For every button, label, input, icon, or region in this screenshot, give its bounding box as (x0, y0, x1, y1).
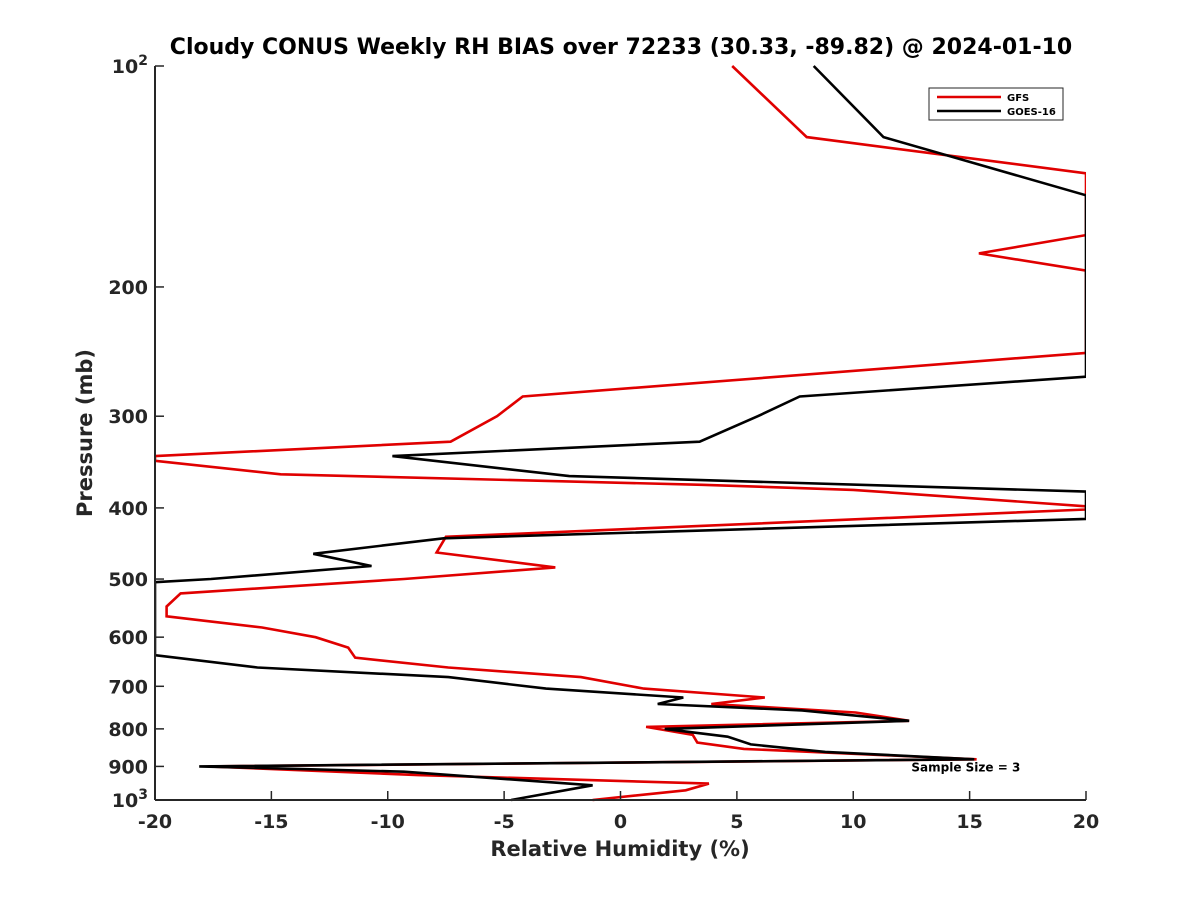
series-layer (155, 65, 1086, 802)
x-axis-label: Relative Humidity (%) (490, 837, 749, 861)
chart-title: Cloudy CONUS Weekly RH BIAS over 72233 (… (170, 35, 1072, 60)
y-tick-label: 800 (108, 719, 148, 741)
x-tick-label: 15 (956, 811, 982, 833)
sample-size-annotation: Sample Size = 3 (911, 760, 1020, 774)
y-tick-label: 400 (108, 498, 148, 520)
y-tick-label: 103 (112, 787, 148, 812)
x-ticks: -20 -15 -10 -5 0 5 10 15 20 (138, 791, 1099, 833)
y-tick-label: 500 (108, 569, 148, 591)
y-tick-label: 600 (108, 627, 148, 649)
x-tick-label: -5 (494, 811, 515, 833)
y-tick-label: 200 (108, 277, 148, 299)
x-tick-label: 10 (840, 811, 866, 833)
x-tick-label: -15 (254, 811, 288, 833)
y-tick-label: 700 (108, 676, 148, 698)
x-tick-label: 5 (730, 811, 743, 833)
y-tick-label: 900 (108, 756, 148, 778)
legend-label-gfs: GFS (1007, 93, 1029, 104)
legend: GFS GOES-16 (928, 87, 1064, 121)
y-tick-label: 102 (112, 53, 148, 78)
series-line-gfs (155, 65, 1086, 802)
y-axis-label: Pressure (mb) (73, 349, 97, 517)
x-tick-label: 0 (614, 811, 627, 833)
x-tick-label: -10 (371, 811, 405, 833)
y-tick-label: 300 (108, 406, 148, 428)
series-line-goes-16 (155, 65, 1086, 802)
legend-label-goes-16: GOES-16 (1007, 107, 1056, 118)
y-ticks: 102 200 300 400 500 600 700 800 900 103 (108, 53, 164, 812)
x-tick-label: 20 (1073, 811, 1099, 833)
x-tick-label: -20 (138, 811, 172, 833)
legend-box (928, 87, 1064, 121)
